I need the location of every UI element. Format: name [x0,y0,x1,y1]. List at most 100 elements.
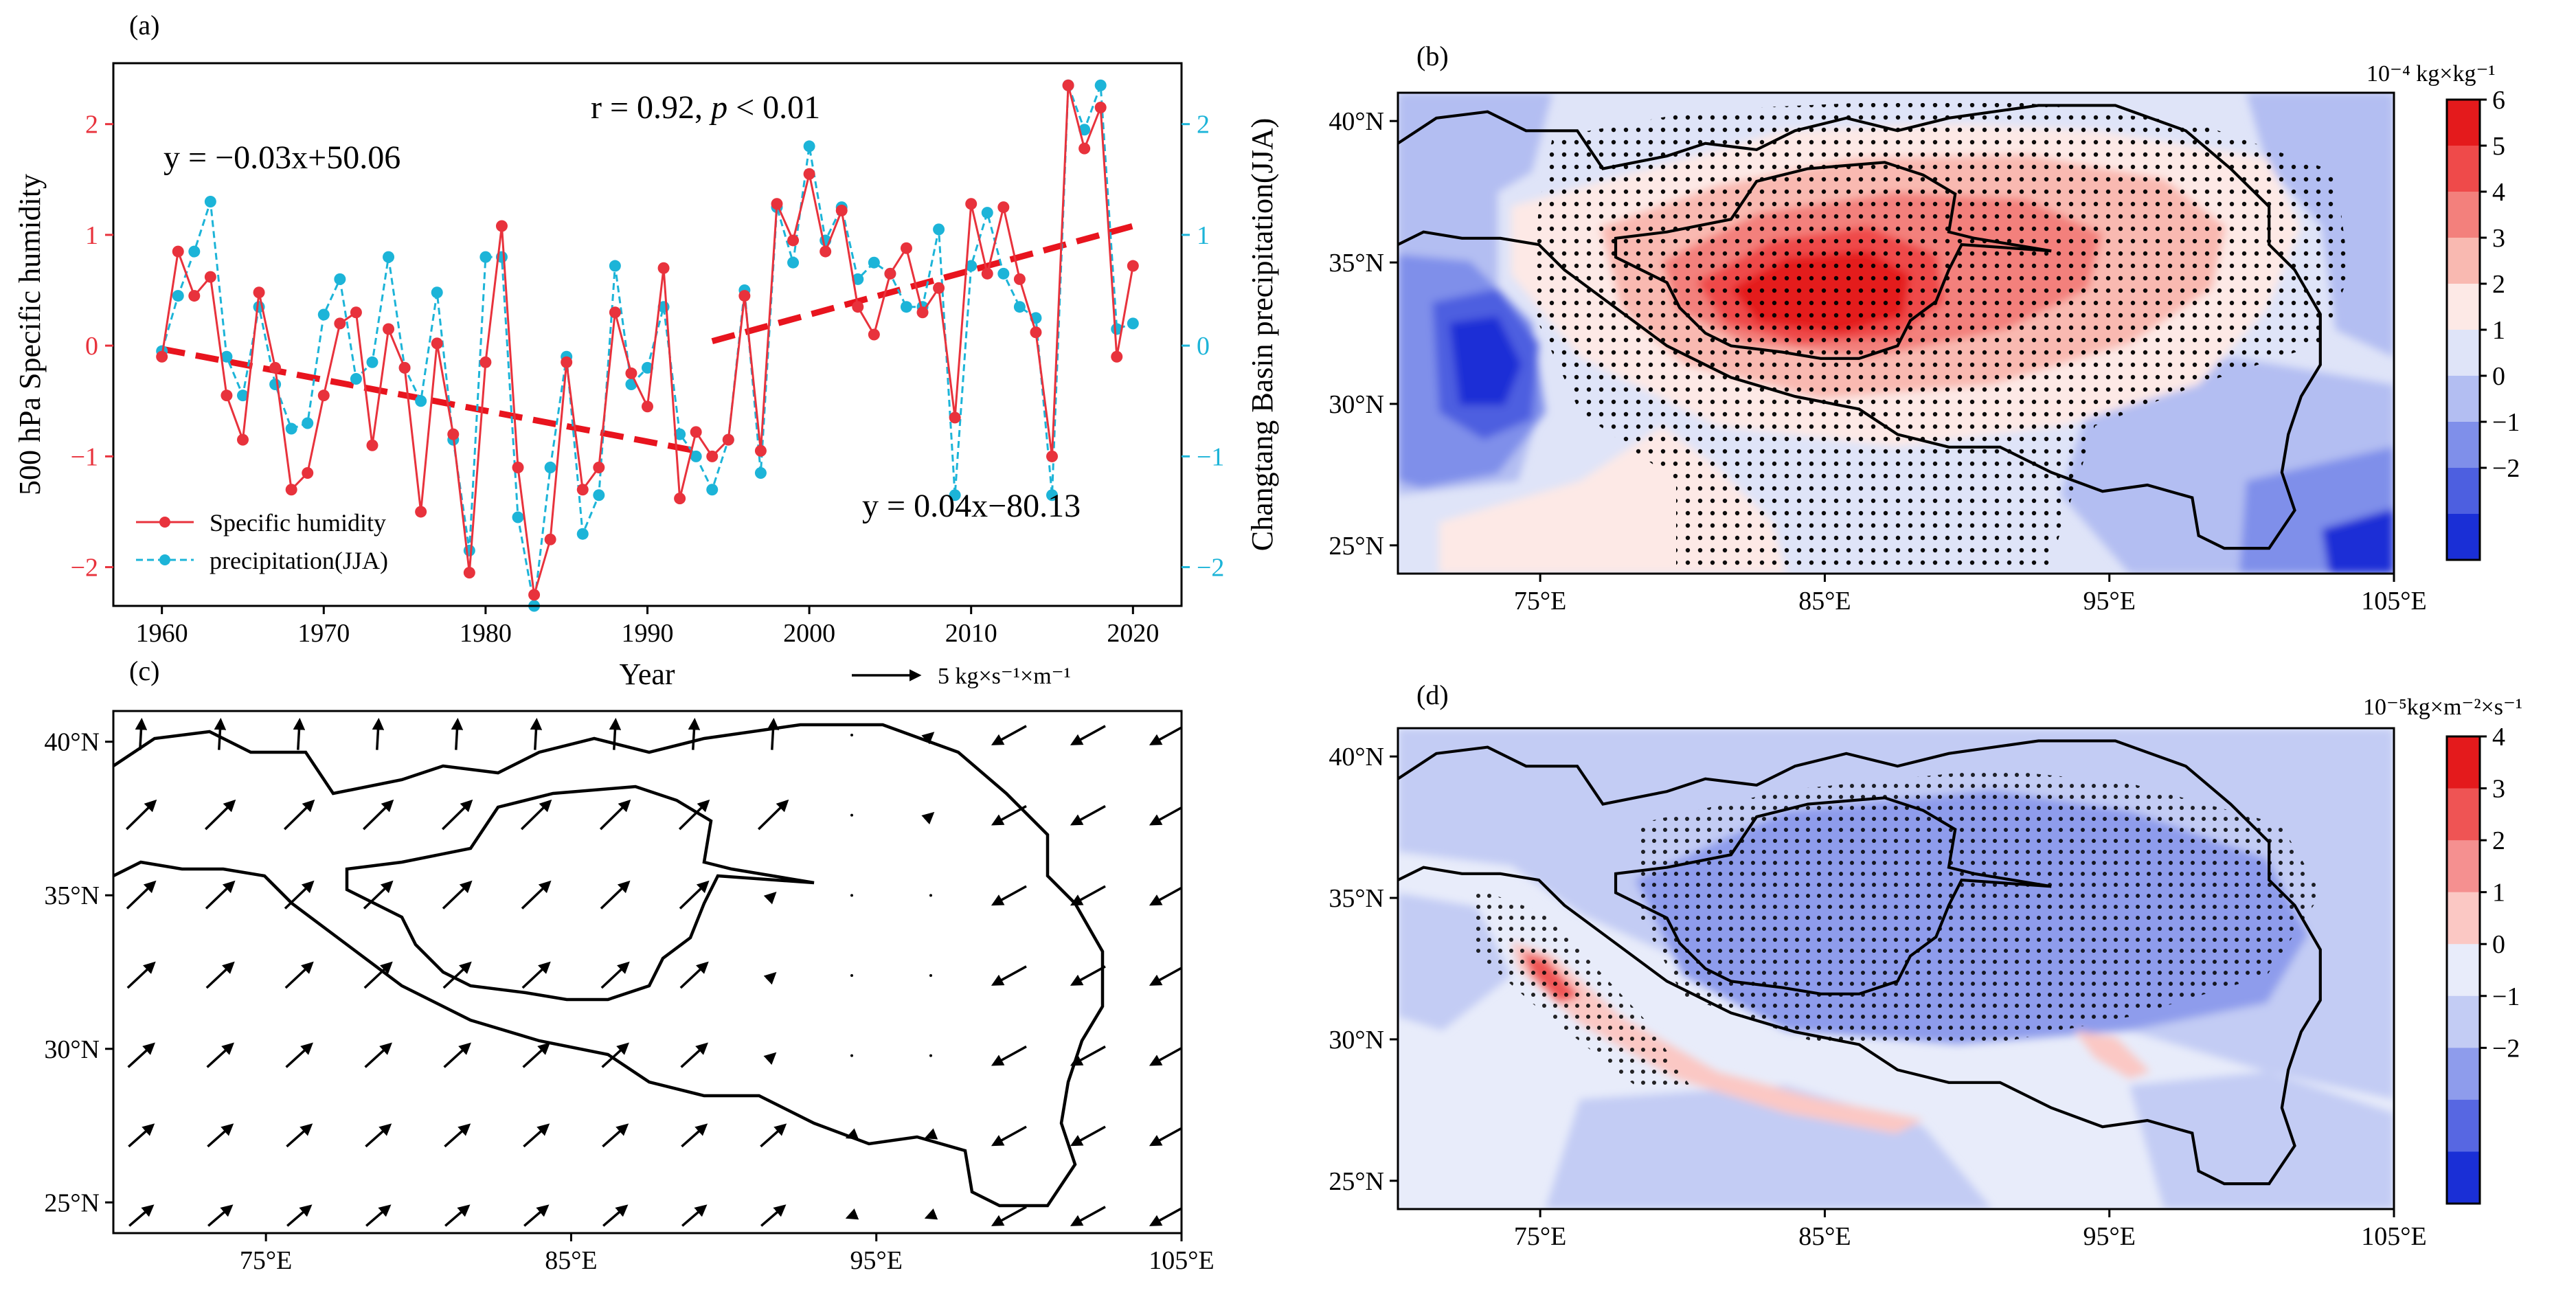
lat-tick-label: 40°N [1329,743,1384,771]
panel-d-label: (d) [1416,679,1449,710]
lat-tick-label: 25°N [1329,1167,1384,1196]
point-precip-1986 [576,528,589,540]
lon-tick-label: 95°E [850,1246,903,1275]
changtang-basin-outline [1614,161,2052,360]
point-precip-2008 [933,223,945,236]
point-humidity-2003 [852,301,864,313]
colorbar-segment [2447,192,2480,238]
flux-vector [760,1123,787,1148]
colorbar-tick-label: 0 [2492,362,2505,391]
colorbar-segment [2447,995,2480,1048]
flux-vector [681,1204,708,1227]
legend-humidity-label: Specific humidity [210,509,386,537]
flux-vector [365,1123,392,1148]
lat-tick-label: 40°N [1329,107,1384,136]
point-humidity-2016 [1062,79,1074,91]
flux-vector [991,725,1027,745]
point-precip-1965 [236,390,249,402]
point-humidity-2017 [1078,142,1091,155]
colorbar-b-unit: 10⁻⁴ kg×kg⁻¹ [2366,61,2496,87]
flux-vector [444,1123,471,1148]
colorbar-segment [2447,422,2480,469]
y-tick-label-left: −2 [71,554,98,583]
colorbar-segment [2447,468,2480,515]
axis-ticks: 1960 1970 1980 1990 2000 2010 2020 −2 −1 0 1 2 −2 −1 0… [71,111,1225,648]
flux-vector [991,885,1027,906]
lat-tick-label: 35°N [44,881,100,910]
colorbar-segment [2447,788,2480,841]
point-humidity-1961 [172,245,184,258]
point-precip-1994 [706,484,719,496]
colorbar-segment [2447,146,2480,192]
moisture-flux-map [113,711,1182,1233]
point-humidity-1976 [415,506,427,518]
contour-southeast-peak [2322,508,2394,574]
humidity-anomaly-map [1398,93,2394,574]
lat-tick-label: 35°N [1329,884,1384,913]
point-humidity-1962 [188,290,201,302]
x-tick-label: 2020 [1107,619,1159,648]
flux-vector [760,1204,787,1227]
point-humidity-1992 [674,493,686,505]
lat-tick-label: 40°N [44,728,100,757]
flux-vector [126,961,156,989]
point-humidity-1977 [431,337,443,350]
flux-vector [679,961,709,989]
flux-vector [293,717,306,750]
flux-vector [283,799,315,831]
colorbar-segment [2447,330,2480,376]
flux-vector [523,1123,550,1148]
point-humidity-2010 [965,198,978,210]
lon-tick-label: 95°E [2083,1222,2136,1251]
point-precip-1964 [221,350,233,363]
point-humidity-1974 [383,323,395,335]
point-humidity-1975 [398,361,411,374]
flux-vector [602,1204,629,1227]
colorbar-tick-label: 2 [2492,270,2505,299]
flux-vector [372,717,385,750]
colorbar-tick-label: 3 [2492,775,2505,804]
point-humidity-1969 [302,467,314,480]
point-humidity-1999 [787,234,800,247]
panel-b: (b) [1329,41,2520,616]
vector-dot [850,813,853,817]
flux-vector [364,1042,392,1068]
point-precip-2013 [1013,301,1026,313]
flux-vector [1149,886,1182,906]
point-humidity-2008 [933,282,945,294]
point-humidity-1986 [576,484,589,496]
tibetan-plateau-outline [113,723,1105,1208]
vector-dot [929,894,932,897]
flux-vector [1070,725,1106,745]
point-precip-1980 [479,251,492,263]
lon-tick-label: 105°E [2361,1222,2426,1251]
point-precip-2015 [1046,489,1059,501]
point-humidity-1996 [738,290,751,302]
point-precip-2011 [981,207,993,219]
colorbar-segment [2447,1048,2480,1101]
plateau-boundary-d [1398,739,2322,1186]
point-humidity-2015 [1046,450,1059,462]
colorbar-segment [2447,944,2480,997]
lon-tick-label: 75°E [240,1246,292,1275]
point-humidity-1982 [512,461,524,473]
point-humidity-1971 [334,317,346,330]
correlation-r: r = 0.92, [591,89,711,126]
colorbar-tick-label: −1 [2492,408,2520,437]
point-humidity-2006 [900,242,912,254]
colorbar-segment [2447,376,2480,422]
point-humidity-1988 [609,306,621,319]
tibetan-plateau-outline [1398,739,2322,1186]
flux-vector [1149,1207,1182,1226]
point-precip-2004 [868,256,880,269]
point-precip-1992 [674,428,686,440]
y-tick-label-right: 1 [1197,221,1210,250]
map-ticks-b: 75°E 85°E 95°E 105°E 40°N 35°N 30°N 25°N [1329,107,2426,616]
significance-stipple-region [1532,103,2349,574]
flux-vector [125,799,157,831]
point-precip-1967 [269,379,282,391]
y-tick-label-right: 2 [1197,111,1210,139]
lon-tick-label: 85°E [545,1246,597,1275]
flux-vector [207,1204,234,1227]
x-tick-label: 1980 [460,619,512,648]
